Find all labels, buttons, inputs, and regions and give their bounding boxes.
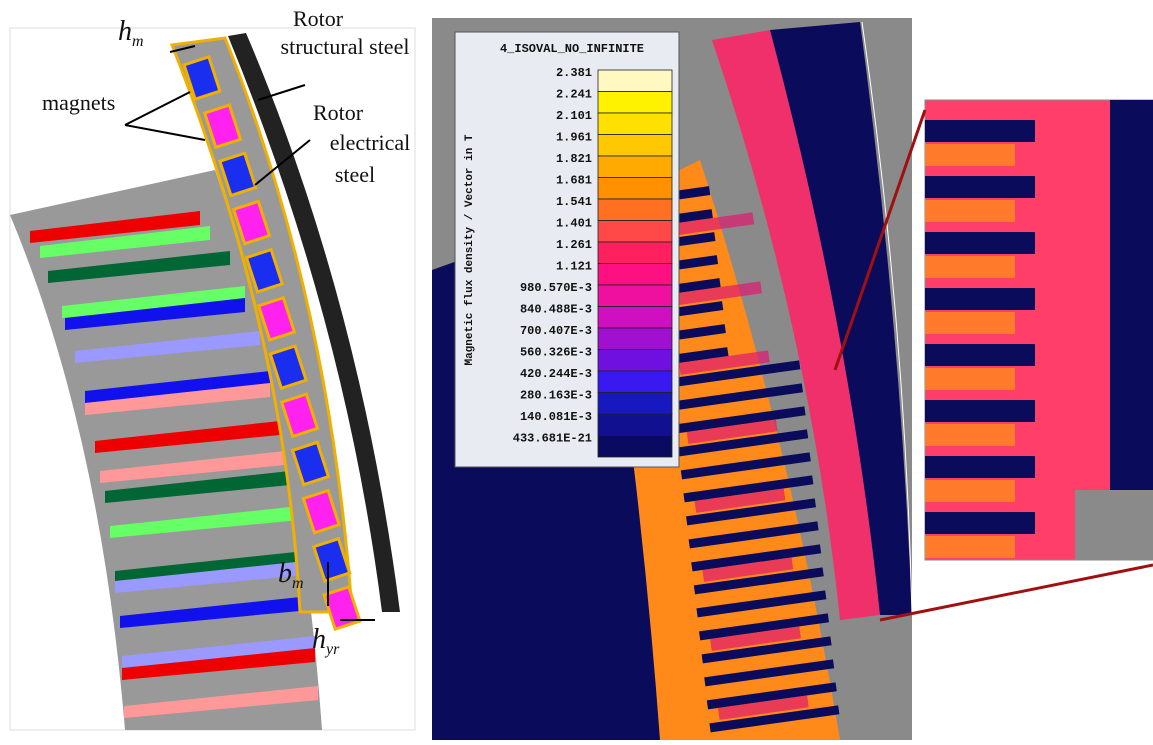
legend-value: 1.821 (556, 152, 592, 166)
legend-swatch (598, 135, 672, 157)
inset-field (925, 368, 1015, 390)
legend-value: 1.261 (556, 238, 592, 252)
label: m (292, 575, 304, 592)
legend-swatch (598, 199, 672, 221)
inset-gap (1075, 490, 1153, 560)
inset-slot (925, 344, 1035, 366)
legend-swatch (598, 178, 672, 200)
legend-swatch (598, 328, 672, 350)
label: b (278, 558, 292, 589)
legend-value: 560.326E-3 (520, 346, 592, 360)
legend-value: 433.681E-21 (513, 432, 592, 446)
legend-value: 420.244E-3 (520, 367, 592, 381)
legend-swatch (598, 436, 672, 458)
legend-swatch (598, 393, 672, 415)
label: structural steel (281, 34, 410, 59)
inset-slot (925, 456, 1035, 478)
legend-swatch (598, 371, 672, 393)
legend-swatch (598, 92, 672, 114)
label: yr (324, 641, 340, 658)
inset-slot (925, 176, 1035, 198)
label-magnets: magnets (42, 90, 115, 115)
figure: hm magnets Rotor structural steel Rotor … (0, 0, 1153, 740)
legend-swatch (598, 221, 672, 243)
inset-field (925, 200, 1015, 222)
inset-field (925, 144, 1015, 166)
legend-value: 700.407E-3 (520, 324, 592, 338)
legend-value: 1.681 (556, 174, 592, 188)
label: m (132, 33, 144, 50)
legend-swatch (598, 414, 672, 436)
legend-swatch (598, 350, 672, 372)
legend-value: 2.381 (556, 66, 592, 80)
label: steel (335, 162, 375, 187)
inset-slot (925, 400, 1035, 422)
inset-slot (925, 232, 1035, 254)
legend-swatch (598, 242, 672, 264)
legend-value: 1.401 (556, 217, 592, 231)
legend-value: 280.163E-3 (520, 389, 592, 403)
legend-value: 1.961 (556, 131, 592, 145)
legend-swatch (598, 307, 672, 329)
label-hm: hm (118, 16, 144, 50)
label: Rotor (293, 6, 344, 31)
inset-field (925, 312, 1015, 334)
label: Rotor (313, 100, 364, 125)
label: h (312, 624, 326, 655)
legend-value: 980.570E-3 (520, 281, 592, 295)
legend-swatch (598, 70, 672, 92)
legend-swatch (598, 113, 672, 135)
label: h (118, 16, 132, 47)
legend-value: 1.541 (556, 195, 592, 209)
inset-field (925, 536, 1015, 558)
legend-axis-label: Magnetic flux density / Vector in T (464, 134, 476, 365)
legend-value: 2.241 (556, 88, 592, 102)
legend-value: 1.121 (556, 260, 592, 274)
legend-title: 4_ISOVAL_NO_INFINITE (500, 42, 644, 56)
legend-swatch (598, 156, 672, 178)
inset-slot (925, 288, 1035, 310)
inset-field (925, 480, 1015, 502)
inset-field (925, 424, 1015, 446)
legend-value: 140.081E-3 (520, 410, 592, 424)
legend-swatch (598, 264, 672, 286)
inset-field (925, 256, 1015, 278)
inset-slot (925, 512, 1035, 534)
legend-swatch (598, 285, 672, 307)
label: electrical (330, 130, 411, 155)
inset-slot (925, 120, 1035, 142)
legend-value: 840.488E-3 (520, 303, 592, 317)
zoom-line (880, 565, 1153, 620)
legend-value: 2.101 (556, 109, 592, 123)
